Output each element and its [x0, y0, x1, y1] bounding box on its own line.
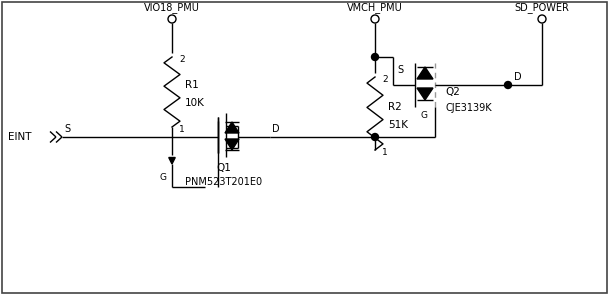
Text: G: G [160, 173, 167, 181]
Circle shape [504, 81, 512, 88]
Text: SD_POWER: SD_POWER [515, 2, 569, 13]
Text: 51K: 51K [388, 120, 408, 130]
Polygon shape [225, 122, 239, 133]
Text: D: D [514, 72, 522, 82]
Text: Q1: Q1 [217, 163, 231, 173]
Text: 2: 2 [179, 55, 185, 64]
Text: VMCH_PMU: VMCH_PMU [347, 2, 403, 13]
Text: S: S [64, 124, 70, 134]
Polygon shape [225, 139, 239, 150]
Text: 1: 1 [382, 148, 388, 157]
Polygon shape [417, 88, 433, 100]
Polygon shape [169, 158, 175, 164]
Text: R1: R1 [185, 80, 199, 90]
Text: PNM523T201E0: PNM523T201E0 [185, 177, 262, 187]
Text: VIO18_PMU: VIO18_PMU [144, 2, 200, 13]
Text: S: S [397, 65, 403, 75]
Circle shape [371, 134, 379, 140]
Text: R2: R2 [388, 102, 402, 112]
Text: D: D [272, 124, 280, 134]
Text: G: G [420, 111, 427, 119]
Text: Q2: Q2 [445, 87, 460, 97]
Text: CJE3139K: CJE3139K [445, 103, 491, 113]
Text: EINT: EINT [8, 132, 32, 142]
Polygon shape [417, 67, 433, 79]
Text: 2: 2 [382, 75, 387, 84]
Text: 10K: 10K [185, 98, 205, 108]
Circle shape [371, 53, 379, 60]
Text: 1: 1 [179, 125, 185, 134]
